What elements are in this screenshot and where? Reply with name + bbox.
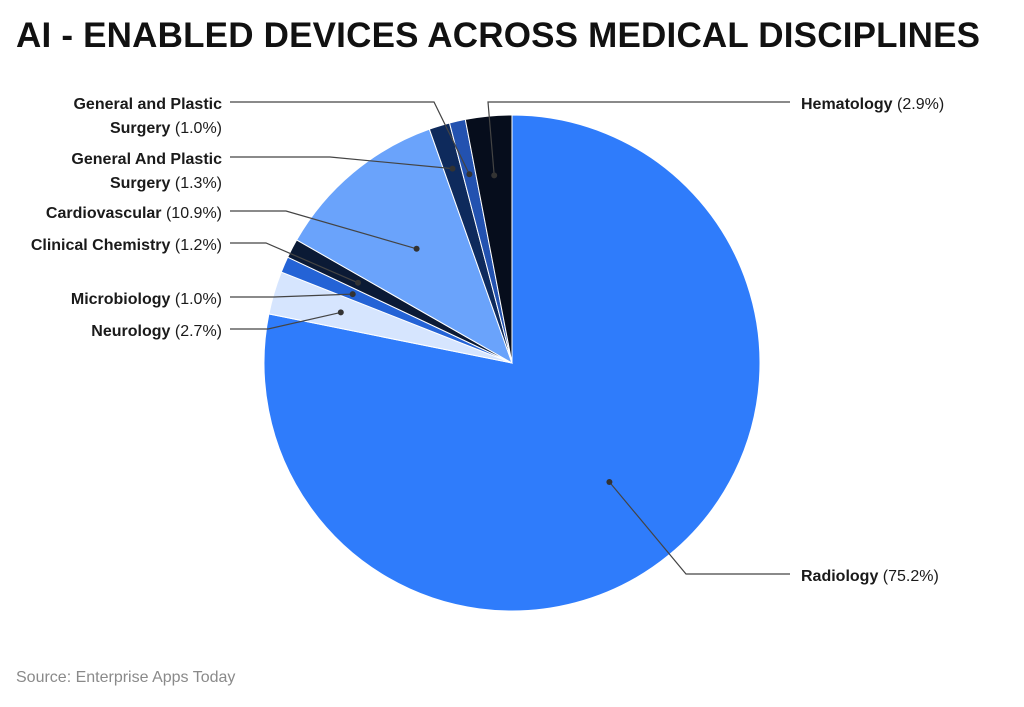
leader-dot-general-and-plastic-surgery-6 bbox=[466, 171, 473, 178]
leader-dot-neurology-1 bbox=[337, 309, 344, 316]
leader-line-general-and-plastic-surgery-6 bbox=[230, 101, 470, 175]
leader-line-general-and-plastic-surgery-5 bbox=[230, 156, 453, 170]
slice-label-neurology-1: Neurology (2.7%) bbox=[91, 323, 222, 340]
leader-dot-radiology-0 bbox=[606, 479, 613, 485]
leader-dot-cardiovascular-4 bbox=[413, 245, 420, 252]
leader-dot-hematology-7 bbox=[491, 172, 498, 179]
pie-slice-cardiovascular-4 bbox=[296, 128, 513, 365]
leader-line-radiology-0 bbox=[608, 481, 790, 575]
leader-dot-microbiology-2 bbox=[349, 291, 356, 298]
pie-slice-hematology-7 bbox=[464, 114, 513, 364]
leader-line-clinical-chemistry-3 bbox=[230, 242, 359, 284]
leader-line-microbiology-2 bbox=[230, 293, 353, 298]
leader-dot-general-and-plastic-surgery-5 bbox=[449, 165, 456, 172]
pie-slices bbox=[263, 114, 761, 612]
slice-labels: Radiology (75.2%) Neurology (2.7%) Microbi… bbox=[31, 96, 944, 585]
slice-label-clinical-chemistry-3: Clinical Chemistry (1.2%) bbox=[31, 237, 222, 254]
leader-line-hematology-7 bbox=[487, 101, 790, 176]
leader-line-neurology-1 bbox=[230, 311, 341, 330]
slice-label-cardiovascular-4: Cardiovascular (10.9%) bbox=[46, 205, 222, 222]
source-note: Source: Enterprise Apps Today bbox=[16, 669, 236, 686]
slice-label-hematology-7: Hematology (2.9%) bbox=[801, 96, 944, 113]
leader-lines bbox=[230, 101, 790, 575]
chart-title: AI - ENABLED DEVICES ACROSS MEDICAL DISC… bbox=[16, 16, 981, 55]
slice-label-microbiology-2: Microbiology (1.0%) bbox=[71, 291, 222, 308]
slice-label-general-and-plastic-surgery-6: General and Plastic Surgery (1.0%) bbox=[73, 96, 222, 137]
leader-line-cardiovascular-4 bbox=[230, 210, 417, 250]
leader-dot-clinical-chemistry-3 bbox=[355, 279, 361, 286]
slice-label-general-and-plastic-surgery-5: General And Plastic Surgery (1.3%) bbox=[71, 151, 222, 192]
slice-label-radiology-0: Radiology (75.2%) bbox=[801, 568, 939, 585]
pie-slice-radiology-0 bbox=[263, 114, 761, 612]
